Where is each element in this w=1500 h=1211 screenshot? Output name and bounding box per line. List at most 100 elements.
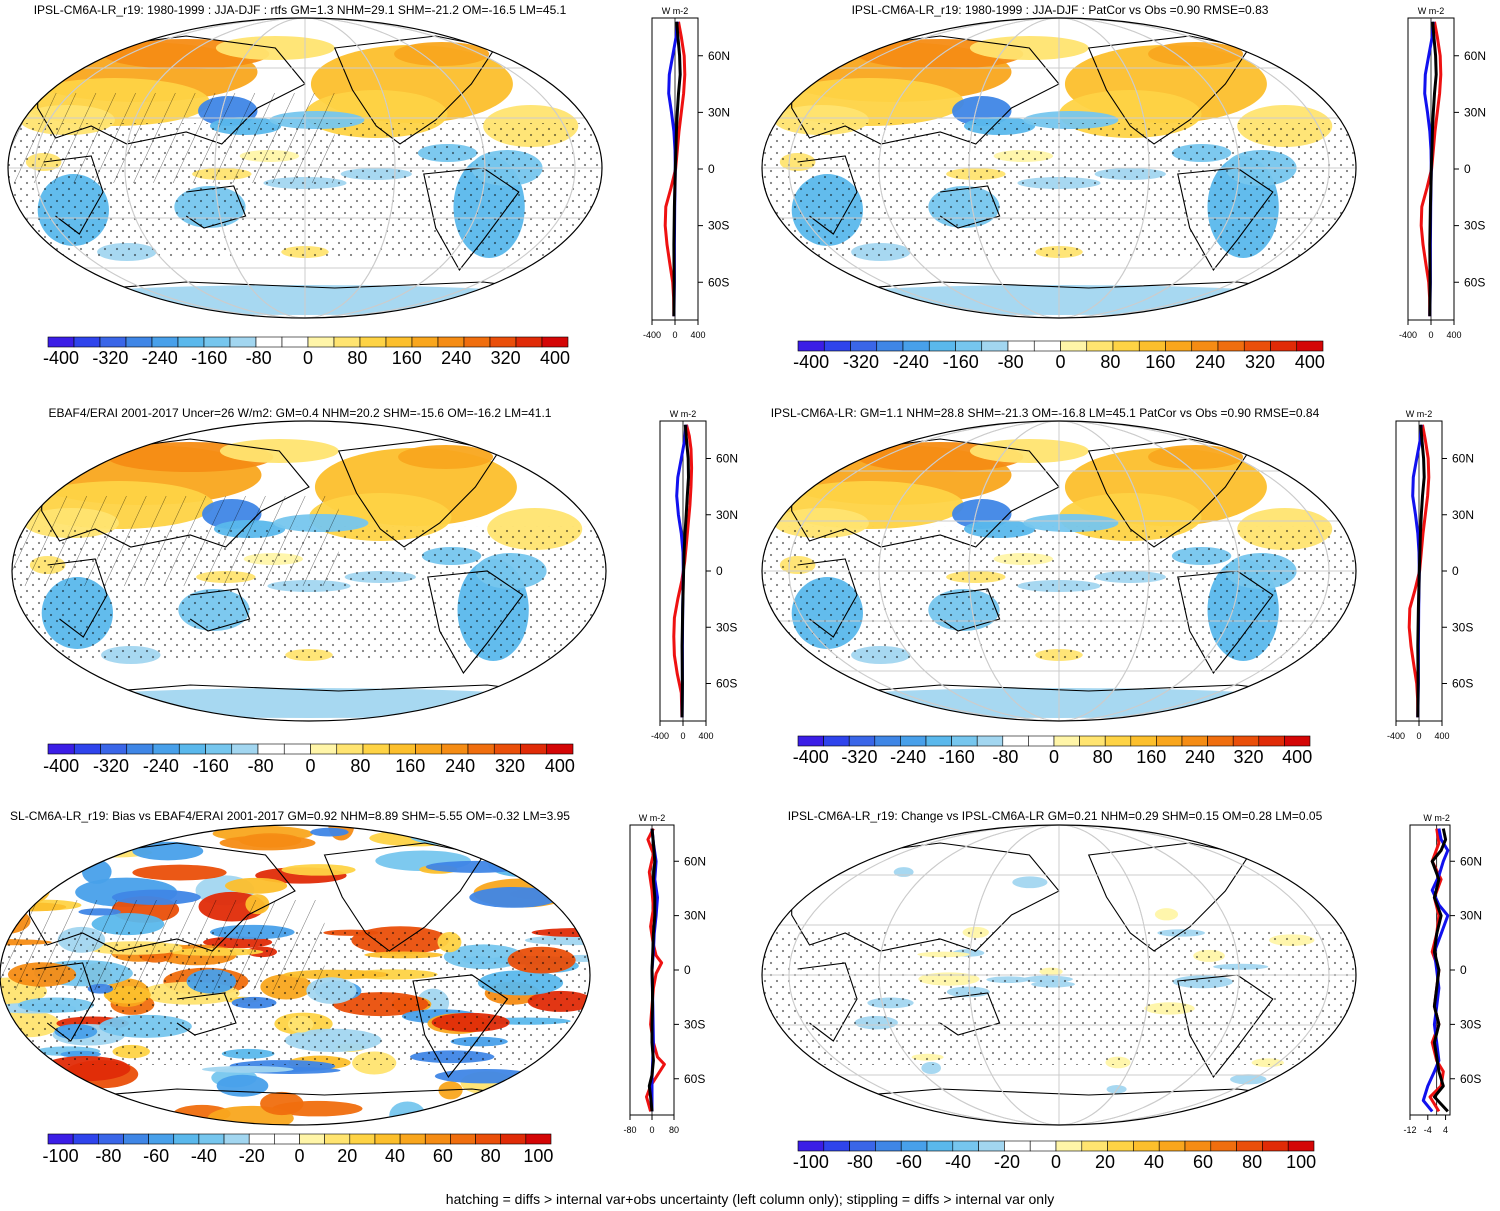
colorbar-tick-label: 400 <box>545 756 575 776</box>
colorbar-swatch <box>952 1140 979 1152</box>
colorbar-swatch <box>1028 735 1055 747</box>
graticule-line <box>878 421 1240 721</box>
colorbar-swatch <box>72 1133 99 1145</box>
lat-tick-label: 0 <box>716 564 723 578</box>
colorbar-2: -400 -320 -240 -160 -80 0 80 160 240 320 400 <box>793 340 1325 372</box>
map-patch <box>0 877 50 888</box>
colorbar-tick-label: 240 <box>441 348 471 368</box>
colorbar-swatch <box>385 336 413 348</box>
map-patch <box>1230 1074 1267 1085</box>
colorbar-tick-label: 320 <box>1234 747 1264 767</box>
colorbar-tick-label: -400 <box>43 756 79 776</box>
colorbar-tick-label: 0 <box>305 756 315 776</box>
colorbar-tick-label: 160 <box>392 348 422 368</box>
map-patch <box>41 688 577 718</box>
panel-title-6: IPSL-CM6A-LR_r19: Change vs IPSL-CM6A-LR… <box>788 809 1323 823</box>
map-patch <box>310 827 349 837</box>
map-patch <box>0 825 27 833</box>
colorbar-swatch <box>229 336 257 348</box>
graticule-line <box>968 18 1150 318</box>
colorbar-swatch <box>73 336 101 348</box>
profile-line-red <box>645 827 666 1112</box>
x-tick-label: -400 <box>651 731 669 741</box>
lat-tick-label: 30N <box>684 909 706 923</box>
colorbar-swatch <box>203 336 231 348</box>
colorbar-swatch <box>307 336 335 348</box>
map-patch <box>398 445 494 469</box>
colorbar-swatch <box>1004 1140 1031 1152</box>
colorbar-tick-label: 0 <box>1051 1152 1061 1172</box>
graticule-line <box>124 18 486 318</box>
lat-tick-label: 0 <box>1464 162 1471 176</box>
colorbar-swatch <box>1207 735 1234 747</box>
lat-tick-label: 0 <box>708 162 715 176</box>
colorbar-swatch <box>359 336 387 348</box>
colorbar-swatch <box>1243 340 1271 352</box>
panel-title-1: IPSL-CM6A-LR_r19: 1980-1999 : JJA-DJF : … <box>34 3 567 17</box>
x-tick-label: 400 <box>690 330 705 340</box>
map-border <box>0 824 591 1126</box>
colorbar-tick-label: -240 <box>143 756 179 776</box>
colorbar-swatch <box>925 735 952 747</box>
colorbar-swatch <box>152 743 180 755</box>
colorbar-tick-label: 320 <box>495 756 525 776</box>
colorbar-swatch <box>223 1133 250 1145</box>
colorbar-tick-label: -320 <box>843 352 879 372</box>
colorbar-tick-label: 100 <box>1286 1152 1316 1172</box>
lat-tick-label: 30S <box>708 219 729 233</box>
map-panel-6 <box>761 824 1357 1126</box>
colorbar-swatch <box>875 1140 902 1152</box>
colorbar-swatch <box>255 336 283 348</box>
x-tick-label: 0 <box>1416 731 1421 741</box>
colorbar-tick-label: -60 <box>896 1152 922 1172</box>
graticule-line <box>214 18 396 318</box>
lat-tick-label: 60N <box>1464 49 1486 63</box>
colorbar-tick-label: 400 <box>540 348 570 368</box>
colorbar-swatch <box>1055 1140 1083 1152</box>
hatching <box>0 900 325 990</box>
colorbar-swatch <box>797 1140 825 1152</box>
colorbar-tick-label: -60 <box>143 1146 169 1166</box>
colorbar-swatch <box>399 1133 426 1145</box>
colorbar-swatch <box>1086 340 1114 352</box>
profile-line-black <box>680 424 690 718</box>
graticule-line <box>878 18 1240 318</box>
x-tick-label: 400 <box>698 731 713 741</box>
colorbar-swatch <box>546 743 574 755</box>
x-tick-label: 0 <box>680 731 685 741</box>
lat-tick-label: 0 <box>1460 963 1467 977</box>
profile-line-black <box>1416 424 1426 718</box>
map-panel-1 <box>7 17 603 319</box>
map-patch <box>1148 42 1244 66</box>
x-tick-label: -4 <box>1424 1125 1432 1135</box>
colorbar-swatch <box>450 1133 476 1145</box>
colorbar-swatch <box>1236 1140 1263 1152</box>
x-tick-label: 0 <box>649 1125 654 1135</box>
colorbar-tick-label: 160 <box>1136 747 1166 767</box>
lat-tick-label: 60N <box>1452 452 1474 466</box>
map-field <box>762 825 1356 1125</box>
colorbar-swatch <box>1287 1140 1315 1152</box>
colorbar-6: -100 -80 -60 -40 -20 0 20 40 60 80 100 <box>793 1140 1316 1172</box>
colorbar-tick-label: 40 <box>385 1146 405 1166</box>
x-tick-label: -12 <box>1403 1125 1416 1135</box>
map-panel-4 <box>761 420 1357 722</box>
map-field <box>0 825 590 1125</box>
colorbar-swatch <box>299 1133 325 1145</box>
colorbar-swatch <box>1270 340 1298 352</box>
colorbar-tick-label: 20 <box>337 1146 357 1166</box>
map-patch <box>0 1103 46 1125</box>
map-patch <box>1148 445 1244 469</box>
graticule-line <box>878 825 1240 1125</box>
map-patch <box>0 832 78 839</box>
panel-title-5: SL-CM6A-LR_r19: Bias vs EBAF4/ERAI 2001-… <box>10 809 570 823</box>
colorbar-swatch <box>336 743 364 755</box>
colorbar-tick-label: -80 <box>992 747 1018 767</box>
colorbar-swatch <box>500 1133 527 1145</box>
colorbar-tick-label: 400 <box>1282 747 1312 767</box>
map-panel-3 <box>11 420 607 722</box>
coastline <box>1087 35 1251 145</box>
colorbar-swatch <box>900 735 927 747</box>
lat-tick-label: 30N <box>708 105 730 119</box>
map-patch <box>458 830 496 850</box>
